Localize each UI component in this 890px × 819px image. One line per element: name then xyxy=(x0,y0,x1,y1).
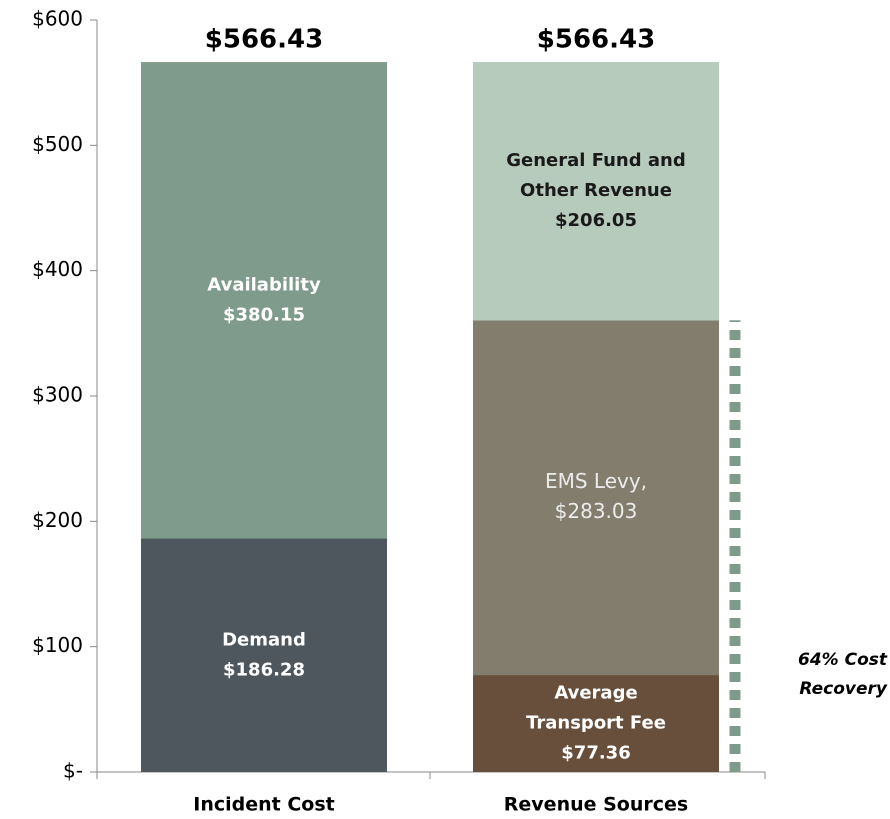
annotation: 64% Cost xyxy=(798,650,888,670)
y-tick-label: $400 xyxy=(32,257,83,281)
annotation: Recovery xyxy=(799,679,888,699)
total-label: $566.43 xyxy=(205,25,323,55)
y-tick-label: $500 xyxy=(32,132,83,156)
x-tick-label: Revenue Sources xyxy=(504,794,688,816)
segment-label: Demand xyxy=(222,629,306,650)
bar-segment xyxy=(473,675,719,772)
bar-segment xyxy=(141,62,387,539)
segment-label: Other Revenue xyxy=(520,180,672,201)
y-tick-label: $- xyxy=(63,759,83,783)
y-tick-label: $600 xyxy=(32,7,83,31)
segment-label: $206.05 xyxy=(555,210,637,231)
segment-label: Availability xyxy=(207,274,321,295)
bar-segment xyxy=(141,538,387,772)
segment-label: Transport Fee xyxy=(526,713,666,734)
y-tick-label: $200 xyxy=(32,508,83,532)
segment-label: $380.15 xyxy=(223,304,305,325)
bar-segment xyxy=(473,320,719,676)
bar-segment xyxy=(473,62,719,321)
segment-label: General Fund and xyxy=(506,150,686,171)
y-tick-label: $100 xyxy=(32,633,83,657)
segment-label: $283.03 xyxy=(555,499,638,523)
segment-label: $77.36 xyxy=(561,743,630,764)
segment-label: EMS Levy, xyxy=(545,469,647,493)
total-label: $566.43 xyxy=(537,25,655,55)
y-tick-label: $300 xyxy=(32,383,83,407)
segment-label: Average xyxy=(554,683,637,704)
segment-label: $186.28 xyxy=(223,659,305,680)
x-tick-label: Incident Cost xyxy=(193,794,334,816)
